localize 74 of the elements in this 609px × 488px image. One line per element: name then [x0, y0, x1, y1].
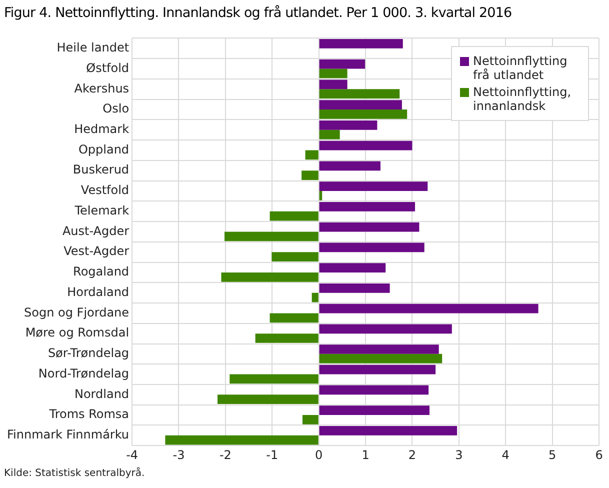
y-tick-label: Oslo	[102, 102, 130, 116]
x-tick-label: 1	[362, 448, 370, 462]
bar	[319, 263, 386, 272]
bar	[319, 89, 400, 98]
bar	[319, 242, 424, 252]
x-tick-label: -1	[266, 448, 278, 462]
bar	[230, 374, 318, 384]
x-tick-label: -3	[172, 448, 185, 462]
legend-label: Nettoinnflytting frå utlandet	[473, 54, 568, 82]
y-tick-label: Telemark	[74, 203, 130, 218]
bar	[319, 39, 403, 48]
y-tick-label: Møre og Romsdal	[25, 326, 130, 340]
y-tick-label: Rogaland	[73, 264, 130, 279]
bar	[319, 364, 436, 374]
bar	[319, 304, 538, 314]
y-tick-label: Oppland	[78, 142, 130, 156]
bar	[302, 415, 318, 424]
bar	[302, 170, 318, 180]
bar	[319, 406, 430, 416]
bar	[270, 313, 318, 323]
bar	[218, 394, 318, 404]
bar	[165, 435, 318, 445]
x-tick-label: 5	[548, 448, 556, 462]
bar	[305, 150, 318, 160]
bar	[319, 344, 439, 354]
bar	[319, 354, 442, 364]
bar	[319, 68, 348, 78]
y-tick-label: Akershus	[74, 81, 130, 96]
y-tick-label: Nordland	[74, 386, 130, 401]
y-tick-label: Hordaland	[67, 284, 130, 299]
bar	[272, 252, 318, 262]
bar	[221, 272, 318, 282]
y-tick-label: Finnmark Finnmárku	[6, 428, 130, 442]
x-tick-label: 3	[455, 448, 463, 462]
y-tick-label: Hedmark	[74, 122, 130, 136]
bar	[319, 283, 390, 293]
bar	[270, 211, 318, 221]
x-tick-label: -4	[126, 448, 138, 462]
x-tick-label: 0	[315, 448, 323, 462]
y-tick-label: Nord-Trøndelag	[38, 366, 130, 380]
bar	[319, 426, 458, 436]
x-tick-label: 2	[408, 448, 416, 462]
bar	[319, 80, 348, 90]
bar	[224, 232, 318, 242]
y-tick-label: Sogn og Fjordane	[24, 305, 130, 320]
bar	[319, 59, 366, 69]
y-tick-label: Vest-Agder	[64, 244, 130, 258]
chart-title: Figur 4. Nettoinnflytting. Innanlandsk og frå utlandet. Per 1 000. 3. kvartal 2016	[4, 5, 512, 21]
text: Kilde: Statistisk sentralbyrå.	[4, 468, 145, 479]
x-tick-label: 4	[502, 448, 510, 462]
y-tick-label: Østfold	[86, 60, 130, 75]
x-tick-label: 6	[595, 448, 603, 462]
bar	[319, 109, 408, 119]
bar	[319, 222, 420, 232]
bar	[319, 182, 428, 191]
bar	[319, 190, 322, 200]
y-tick-label: Buskerud	[72, 162, 130, 177]
y-tick-label: Vestfold	[80, 183, 130, 198]
bar	[312, 292, 318, 302]
bar	[319, 120, 378, 130]
y-tick-label: Heile landet	[56, 40, 130, 55]
y-tick-label: Sør-Trøndelag	[48, 346, 130, 360]
bar	[319, 130, 340, 140]
y-tick-label: Troms Romsa	[48, 407, 130, 422]
y-tick-label: Aust-Agder	[62, 224, 130, 238]
x-tick-label: -2	[219, 448, 232, 462]
bar	[319, 140, 412, 150]
bar	[255, 334, 318, 343]
bar	[319, 202, 416, 212]
bar	[319, 100, 402, 110]
legend-label: Nettoinnflytting, innanlandsk	[473, 85, 572, 114]
bar	[319, 324, 452, 334]
bar	[319, 161, 380, 171]
bar	[319, 385, 429, 395]
